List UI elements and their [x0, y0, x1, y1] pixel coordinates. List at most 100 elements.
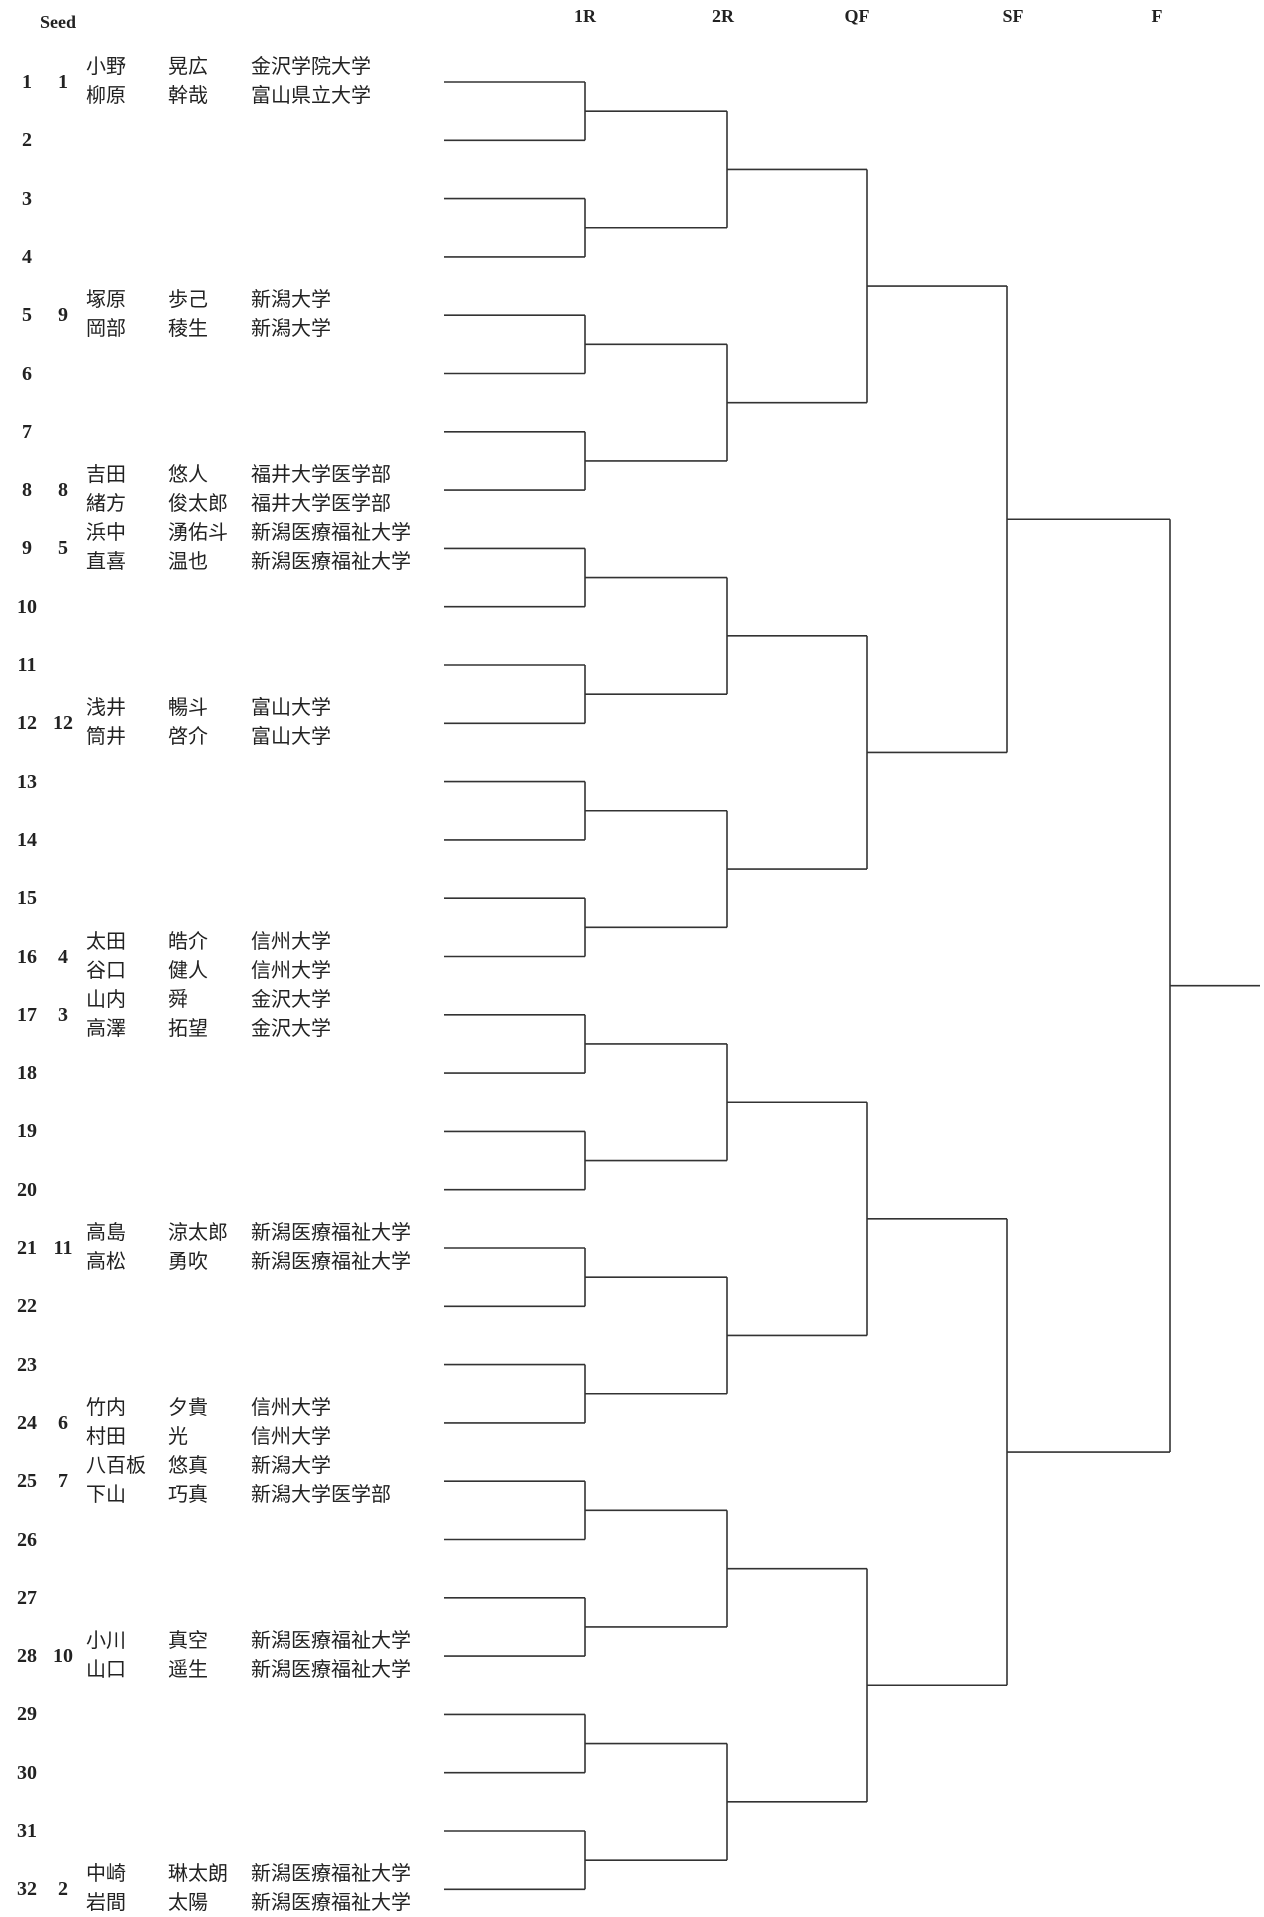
seed-number: 3: [58, 1003, 68, 1026]
player-surname: 山口: [86, 1659, 126, 1682]
line-number-11: 11: [17, 654, 37, 676]
line-number-26: 26: [17, 1528, 37, 1551]
line-number-4: 4: [22, 245, 32, 268]
player-school: 新潟医療福祉大学: [251, 1222, 411, 1244]
player-surname: 小野: [86, 56, 126, 78]
line-number-8: 8: [22, 479, 32, 502]
line-number-17: 17: [17, 1003, 37, 1026]
player-school: 信州大学: [251, 930, 331, 953]
player-surname: 小川: [86, 1630, 126, 1653]
player-surname: 高島: [86, 1222, 126, 1244]
player-given-name: 勇吹: [168, 1251, 208, 1273]
player-surname: 中崎: [86, 1863, 126, 1886]
player-school: 新潟医療福祉大学: [251, 1863, 411, 1886]
line-number-14: 14: [17, 828, 37, 851]
player-school: 金沢大学: [251, 1017, 331, 1040]
player-school: 金沢大学: [251, 988, 331, 1011]
player-given-name: 拓望: [168, 1017, 208, 1040]
line-number-29: 29: [17, 1703, 37, 1726]
seed-number: 5: [58, 537, 68, 560]
line-number-31: 31: [17, 1820, 37, 1842]
seed-number: 9: [58, 304, 68, 327]
seed-column-header: Seed: [40, 12, 76, 32]
line-number-2: 2: [22, 129, 32, 152]
line-number-3: 3: [22, 187, 32, 210]
player-given-name: 悠人: [168, 464, 208, 487]
line-number-9: 9: [22, 537, 32, 560]
line-number-7: 7: [22, 420, 32, 443]
player-surname: 竹内: [86, 1396, 126, 1419]
player-surname: 太田: [86, 930, 126, 953]
player-given-name: 健人: [168, 959, 208, 982]
player-given-name: 暢斗: [168, 697, 208, 720]
player-given-name: 歩己: [168, 289, 208, 312]
player-given-name: 真空: [168, 1630, 208, 1653]
player-surname: 谷口: [86, 959, 126, 982]
player-school: 新潟医療福祉大学: [251, 1659, 411, 1682]
player-surname: 岩間: [86, 1892, 126, 1915]
player-surname: 浅井: [86, 697, 126, 720]
round-header-sf: SF: [1002, 6, 1024, 26]
player-school: 新潟大学: [251, 318, 331, 341]
seed-number: 4: [58, 945, 68, 968]
line-number-30: 30: [17, 1761, 37, 1784]
line-number-25: 25: [17, 1470, 37, 1493]
player-school: 福井大学医学部: [251, 493, 391, 516]
player-surname: 柳原: [86, 85, 126, 107]
player-given-name: 晃広: [168, 56, 208, 78]
line-number-6: 6: [22, 362, 32, 385]
player-given-name: 涼太郎: [168, 1222, 228, 1244]
player-school: 信州大学: [251, 959, 331, 982]
player-school: 福井大学医学部: [251, 464, 391, 487]
player-given-name: 遥生: [168, 1659, 208, 1682]
line-number-15: 15: [17, 887, 37, 910]
player-school: 新潟医療福祉大学: [251, 1630, 411, 1653]
player-given-name: 温也: [168, 551, 208, 574]
line-number-19: 19: [17, 1120, 37, 1143]
player-school: 新潟医療福祉大学: [251, 522, 411, 545]
line-number-12: 12: [17, 712, 37, 735]
seed-number: 11: [53, 1237, 73, 1259]
player-surname: 下山: [86, 1484, 126, 1507]
seed-number: 1: [58, 71, 68, 93]
player-school: 新潟医療福祉大学: [251, 1892, 411, 1915]
player-surname: 岡部: [86, 318, 126, 341]
player-school: 新潟医療福祉大学: [251, 1251, 411, 1273]
player-surname: 高松: [86, 1251, 126, 1273]
seed-number: 6: [58, 1411, 68, 1434]
player-given-name: 幹哉: [168, 85, 208, 107]
player-surname: 村田: [86, 1425, 126, 1448]
player-surname: 浜中: [86, 522, 126, 545]
seed-number: 10: [53, 1645, 73, 1668]
player-given-name: 俊太郎: [168, 493, 228, 516]
seed-number: 7: [58, 1470, 68, 1493]
player-school: 信州大学: [251, 1425, 331, 1448]
player-surname: 八百板: [86, 1455, 146, 1478]
player-given-name: 太陽: [168, 1892, 208, 1915]
player-surname: 直喜: [86, 551, 126, 574]
player-school: 富山大学: [251, 697, 331, 720]
player-given-name: 琳太朗: [168, 1863, 228, 1886]
seed-number: 8: [58, 479, 68, 502]
line-number-20: 20: [17, 1178, 37, 1201]
player-given-name: 悠真: [168, 1455, 208, 1478]
round-header-qf: QF: [844, 6, 870, 26]
line-number-5: 5: [22, 304, 32, 327]
player-surname: 塚原: [86, 289, 126, 312]
player-given-name: 稜生: [168, 318, 208, 341]
seed-number: 2: [58, 1878, 68, 1901]
line-number-1: 1: [22, 71, 32, 93]
player-school: 新潟大学: [251, 1455, 331, 1478]
round-header-2r: 2R: [712, 6, 734, 26]
line-number-13: 13: [17, 770, 37, 793]
round-header-1r: 1R: [574, 6, 596, 26]
player-school: 富山県立大学: [251, 85, 371, 107]
line-number-18: 18: [17, 1062, 37, 1085]
line-number-24: 24: [17, 1411, 37, 1434]
player-school: 金沢学院大学: [251, 56, 371, 78]
player-surname: 吉田: [86, 464, 126, 487]
player-given-name: 夕貴: [168, 1396, 208, 1419]
player-given-name: 皓介: [168, 930, 208, 953]
